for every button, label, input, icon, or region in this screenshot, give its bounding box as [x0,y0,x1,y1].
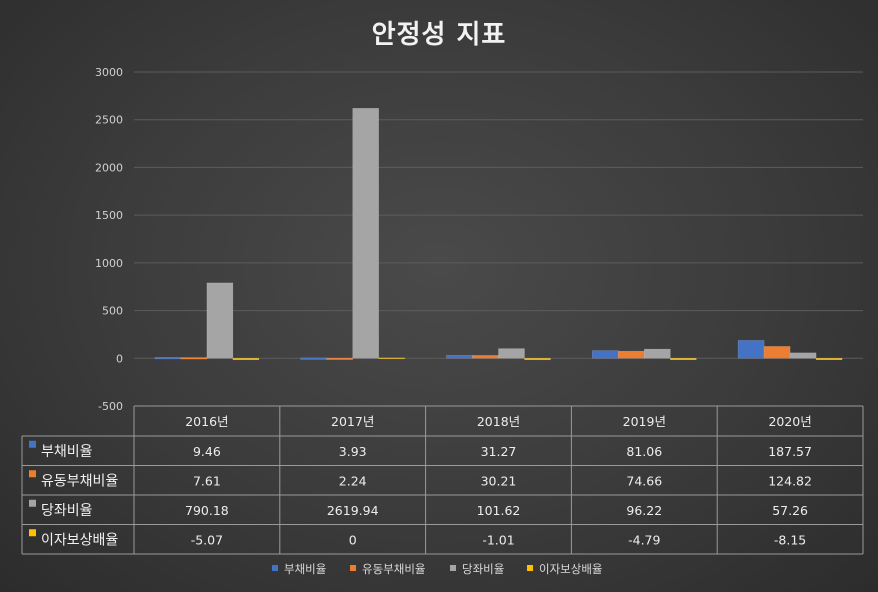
bar-유동부채비율-2019년 [618,350,645,359]
table-header-2016년: 2016년 [185,414,228,429]
table-cell: 81.06 [626,444,662,459]
table-cell: -8.15 [774,532,806,547]
table-header-2018년: 2018년 [477,414,520,429]
bar-당좌비율-2018년 [498,348,525,359]
table-cell: 57.26 [772,503,808,518]
table-cell: 187.57 [768,444,812,459]
table-cell: 31.27 [481,444,517,459]
bar-부채비율-2019년 [592,350,619,359]
table-cell: 9.46 [193,444,221,459]
table-cell: 3.93 [339,444,367,459]
bar-이자보상배율-2017년 [378,357,405,359]
bar-당좌비율-2020년 [789,352,817,359]
y-tick-label: 1500 [95,209,123,222]
legend-key-부채비율 [272,565,278,571]
legend-key-유동부채비율 [350,565,356,571]
table-row-label: 부채비율 [41,444,93,460]
bar-유동부채비율-2016년 [180,357,208,360]
legend-label-부채비율: 부채비율 [284,562,326,576]
bar-이자보상배율-2020년 [815,358,843,361]
row-legend-key [29,470,36,478]
bar-이자보상배율-2019년 [670,358,697,361]
table-cell: -5.07 [191,532,223,547]
bar-당좌비율-2019년 [644,348,671,359]
table-cell: 2619.94 [327,503,379,518]
y-tick-label: 2500 [95,114,123,127]
table-cell: 0 [349,532,357,547]
table-row-label: 유동부채비율 [41,473,118,489]
legend-key-당좌비율 [450,565,456,571]
legend: 부채비율 유동부채비율 당좌비율 이자보상배율 [272,562,602,576]
bar-이자보상배율-2016년 [232,358,260,361]
table-cell: 7.61 [193,473,221,488]
table-cell: 790.18 [185,503,229,518]
y-axis-ticks: 3000 2500 2000 1500 1000 500 0 -500 [95,66,123,413]
table-cell: 30.21 [481,473,517,488]
bar-당좌비율-2017년 [352,108,379,359]
table-cell: 74.66 [626,473,662,488]
table-cell: 2.24 [339,473,367,488]
legend-key-이자보상배율 [527,565,533,571]
row-legend-key [29,529,36,537]
legend-label-이자보상배율: 이자보상배율 [539,562,602,576]
y-tick-label: -500 [98,400,123,413]
table-cell: 101.62 [477,503,521,518]
y-tick-label: 0 [116,352,123,365]
y-tick-label: 2000 [95,161,123,174]
table-header-2019년: 2019년 [623,414,666,429]
table-cell: 124.82 [768,473,812,488]
table-cell: -1.01 [482,532,514,547]
bar-당좌비율-2016년 [206,282,234,359]
legend-label-당좌비율: 당좌비율 [462,562,504,576]
y-tick-label: 3000 [95,66,123,79]
table-cell: -4.79 [628,532,660,547]
bar-부채비율-2020년 [737,340,765,359]
chart-title: 안정성 지표 [371,20,507,50]
table-cell: 96.22 [626,503,662,518]
bar-유동부채비율-2018년 [472,355,499,359]
legend-label-유동부채비율: 유동부채비율 [362,562,425,576]
bar-유동부채비율-2020년 [763,346,791,359]
y-tick-label: 1000 [95,257,123,270]
table-header-2017년: 2017년 [331,414,374,429]
table-row-label: 당좌비율 [41,503,93,519]
bar-유동부채비율-2017년 [326,357,353,360]
bar-부채비율-2016년 [154,357,182,360]
row-legend-key [29,499,36,507]
bars [154,108,843,361]
y-tick-label: 500 [102,305,123,318]
row-legend-key [29,440,36,448]
bar-부채비율-2017년 [300,357,327,360]
table-row-label: 이자보상배율 [41,532,118,548]
bar-부채비율-2018년 [446,355,473,359]
bar-이자보상배율-2018년 [524,358,551,361]
table-header-2020년: 2020년 [768,414,811,429]
